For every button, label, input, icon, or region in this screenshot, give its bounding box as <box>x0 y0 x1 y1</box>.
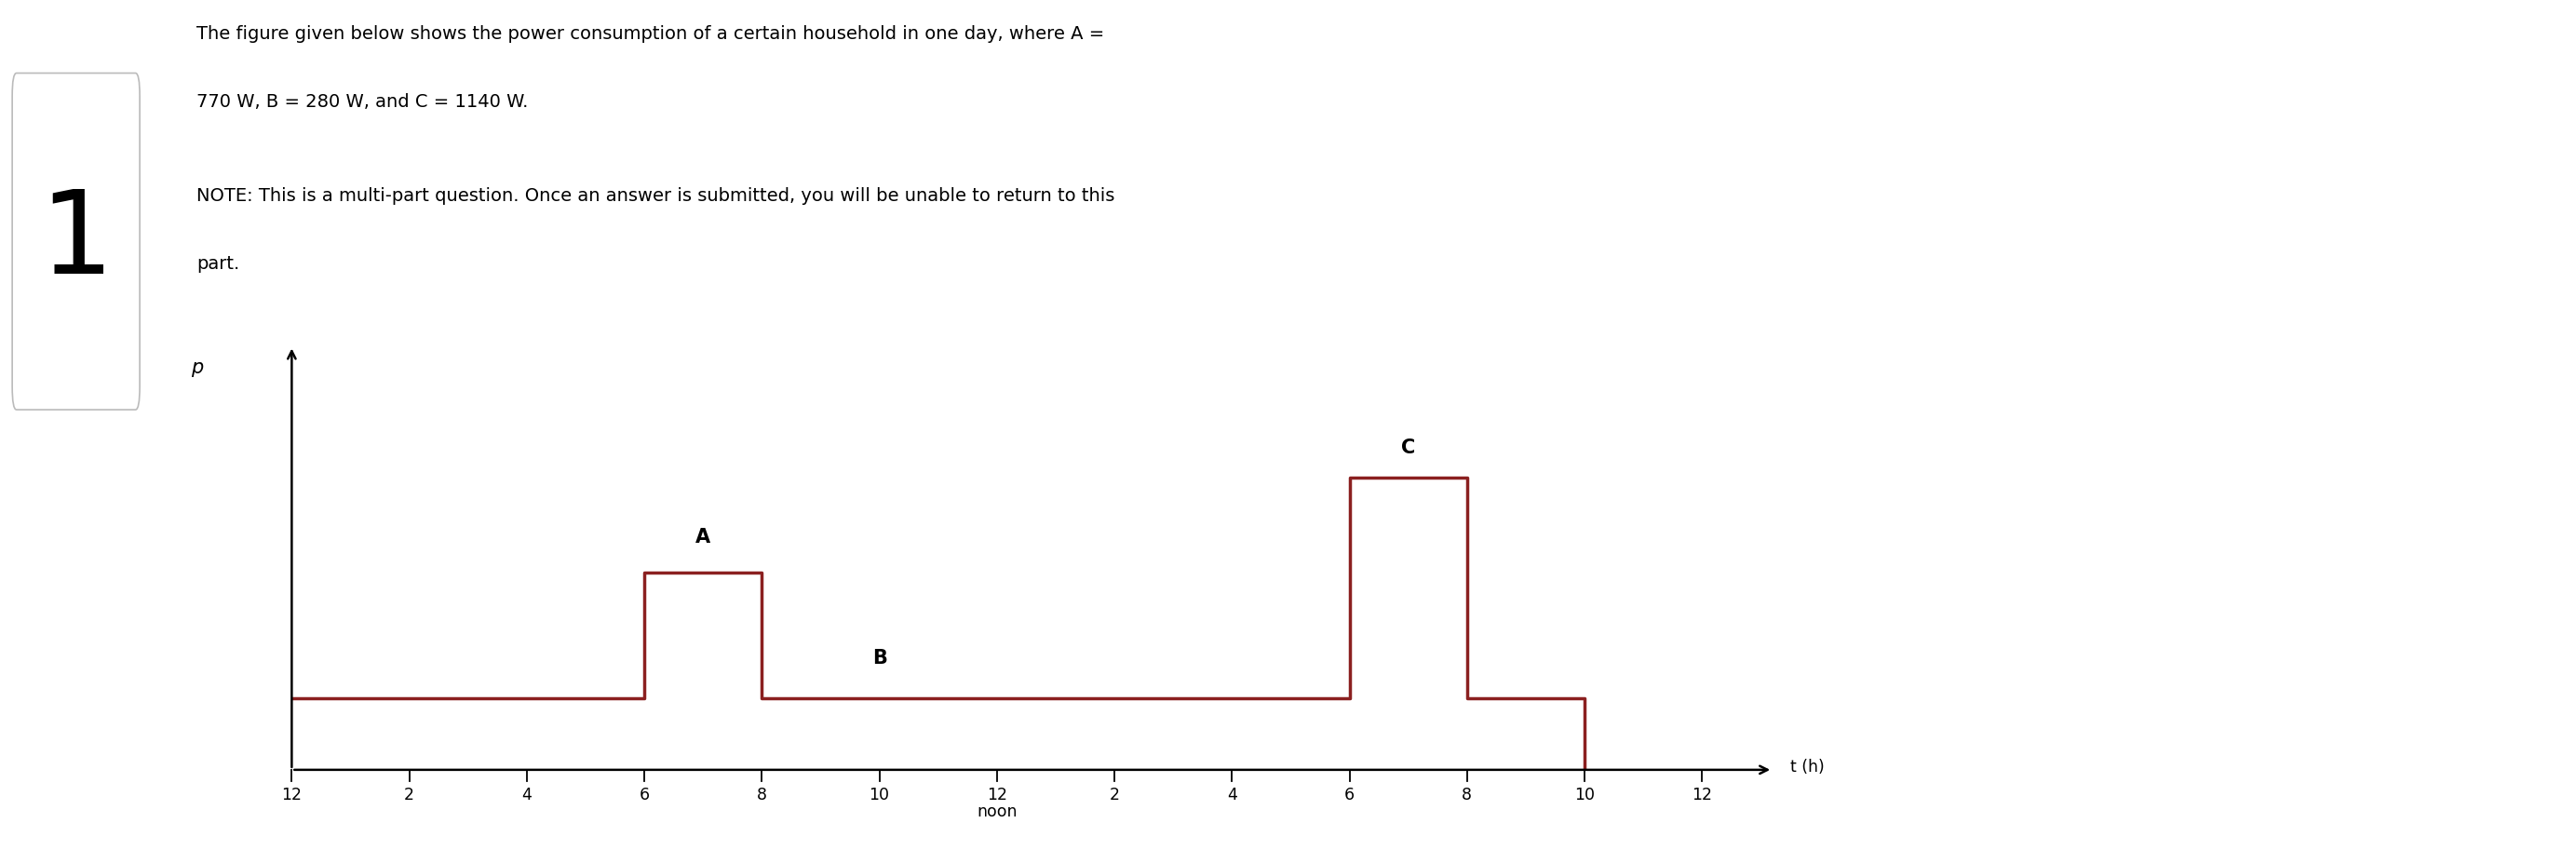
Text: 8: 8 <box>1463 786 1473 803</box>
Text: 10: 10 <box>868 786 889 803</box>
Text: 12: 12 <box>987 786 1007 803</box>
Text: 10: 10 <box>1574 786 1595 803</box>
Text: part.: part. <box>196 255 240 273</box>
Text: 1: 1 <box>39 185 113 297</box>
Text: 6: 6 <box>639 786 649 803</box>
Text: 2: 2 <box>1110 786 1121 803</box>
Text: t (h): t (h) <box>1790 759 1824 775</box>
Text: C: C <box>1401 438 1414 456</box>
Text: The figure given below shows the power consumption of a certain household in one: The figure given below shows the power c… <box>196 26 1105 43</box>
Text: NOTE: This is a multi-part question. Once an answer is submitted, you will be un: NOTE: This is a multi-part question. Onc… <box>196 187 1115 205</box>
Text: noon: noon <box>976 803 1018 820</box>
FancyBboxPatch shape <box>13 73 139 410</box>
Text: 12: 12 <box>1692 786 1713 803</box>
Text: B: B <box>873 649 886 667</box>
Text: 8: 8 <box>757 786 768 803</box>
Text: 4: 4 <box>523 786 531 803</box>
Text: 6: 6 <box>1345 786 1355 803</box>
Text: p: p <box>191 359 204 377</box>
Text: 2: 2 <box>404 786 415 803</box>
Text: 770 W, B = 280 W, and C = 1140 W.: 770 W, B = 280 W, and C = 1140 W. <box>196 94 528 111</box>
Text: 4: 4 <box>1226 786 1236 803</box>
Text: 12: 12 <box>281 786 301 803</box>
Text: A: A <box>696 528 711 547</box>
